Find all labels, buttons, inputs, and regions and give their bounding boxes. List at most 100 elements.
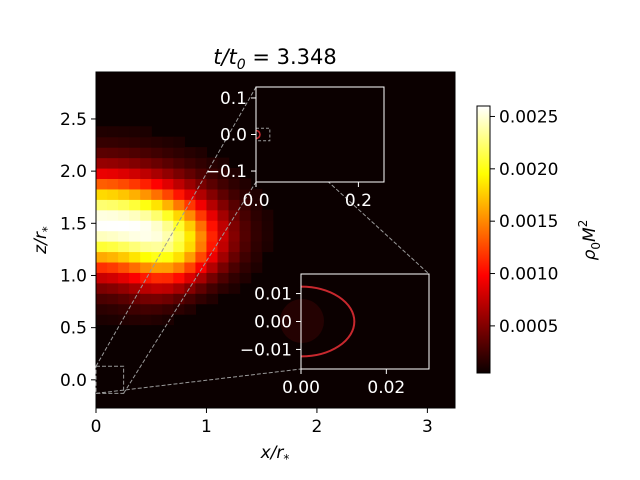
- heatmap-cell: [96, 261, 108, 273]
- heatmap-cell: [96, 314, 108, 326]
- heatmap-cell: [129, 157, 141, 169]
- heatmap-cell: [162, 136, 174, 148]
- inset-1-x-tick-label: 0.0: [242, 191, 269, 211]
- heatmap-cell: [107, 220, 119, 232]
- heatmap-cell: [206, 293, 219, 305]
- heatmap-cell: [107, 209, 119, 221]
- heatmap-cell: [184, 251, 197, 263]
- heatmap-cell: [195, 209, 208, 221]
- heatmap-cell: [217, 168, 230, 180]
- heatmap-cell: [162, 272, 174, 284]
- heatmap-cell: [173, 199, 185, 211]
- heatmap-cell: [96, 230, 108, 242]
- heatmap-cell: [228, 261, 241, 273]
- heatmap-cell: [217, 230, 230, 242]
- heatmap-cell: [184, 147, 197, 159]
- heatmap-cell: [129, 261, 141, 273]
- colorbar-tick-label: 0.0005: [499, 317, 558, 337]
- heatmap-cell: [173, 178, 185, 190]
- heatmap-cell: [118, 188, 130, 200]
- heatmap-cell: [129, 303, 141, 315]
- heatmap-cell: [96, 293, 108, 305]
- heatmap-cell: [206, 199, 219, 211]
- heatmap-cell: [217, 157, 230, 169]
- heatmap-cell: [129, 209, 141, 221]
- y-tick-label: 1.0: [60, 266, 87, 286]
- heatmap-cell: [151, 188, 163, 200]
- inset-1-x-tick-label: 0.2: [345, 191, 372, 211]
- heatmap-cell: [151, 272, 163, 284]
- inset-2-y-tick-label: 0.00: [254, 313, 292, 333]
- heatmap-cell: [173, 282, 185, 294]
- heatmap-cell: [217, 272, 230, 284]
- heatmap-cell: [129, 314, 141, 326]
- inset-1-y-tick-label: 0.0: [220, 126, 247, 146]
- heatmap-cell: [151, 147, 163, 159]
- heatmap-cell: [239, 230, 252, 242]
- heatmap-cell: [206, 241, 219, 253]
- inset-1-background: [256, 87, 384, 182]
- heatmap-cell: [250, 251, 263, 263]
- heatmap-cell: [107, 230, 119, 242]
- heatmap-cell: [261, 241, 274, 253]
- heatmap-cell: [107, 157, 119, 169]
- heatmap-cell: [129, 241, 141, 253]
- x-axis-label: x/r*: [260, 443, 290, 466]
- heatmap-cell: [195, 282, 208, 294]
- heatmap-cell: [206, 261, 219, 273]
- heatmap-cell: [195, 147, 208, 159]
- heatmap-cell: [96, 251, 108, 263]
- heatmap-cell: [173, 168, 185, 180]
- heatmap-cell: [184, 168, 197, 180]
- heatmap-cell: [173, 241, 185, 253]
- heatmap-cell: [96, 241, 108, 253]
- heatmap-cell: [184, 188, 197, 200]
- heatmap-cell: [151, 220, 163, 232]
- inset-2-core-glow: [280, 299, 324, 343]
- heatmap-cell: [140, 293, 152, 305]
- heatmap-cell: [239, 209, 252, 221]
- heatmap-cell: [173, 147, 185, 159]
- heatmap-cell: [140, 241, 152, 253]
- heatmap-cell: [228, 230, 241, 242]
- heatmap-cell: [129, 199, 141, 211]
- heatmap-cell: [250, 230, 263, 242]
- heatmap-cell: [195, 261, 208, 273]
- heatmap-cell: [239, 261, 252, 273]
- heatmap-cell: [151, 303, 163, 315]
- heatmap-cell: [129, 282, 141, 294]
- heatmap-cell: [118, 293, 130, 305]
- heatmap-cell: [140, 314, 152, 326]
- colorbar-ticks: 0.0005 0.0010 0.0015 0.0020 0.0025: [490, 107, 558, 337]
- heatmap-cell: [107, 147, 119, 159]
- heatmap-cell: [162, 168, 174, 180]
- heatmap-cell: [217, 220, 230, 232]
- heatmap-cell: [151, 314, 163, 326]
- heatmap-cell: [107, 251, 119, 263]
- heatmap-cell: [140, 230, 152, 242]
- heatmap-cell: [107, 199, 119, 211]
- heatmap-cell: [206, 178, 219, 190]
- zoom-connector-line: [95, 368, 302, 394]
- heatmap-cell: [96, 147, 108, 159]
- plot-frame: [95, 71, 456, 409]
- colorbar-frame: [476, 105, 491, 374]
- inset-2-x-axis: 0.00 0.02: [282, 369, 405, 398]
- inset-1-y-axis: −0.1 0.0 0.1: [206, 89, 256, 182]
- heatmap-cell: [195, 199, 208, 211]
- heatmap-cell: [184, 282, 197, 294]
- heatmap-cell: [129, 230, 141, 242]
- heatmap-cell: [195, 293, 208, 305]
- zoom-connector-line: [123, 181, 257, 394]
- x-tick-label: 0: [91, 417, 102, 437]
- y-tick-label: 0.0: [60, 371, 87, 391]
- heatmap-cell: [206, 251, 219, 263]
- heatmap-cell: [151, 261, 163, 273]
- heatmap-cell: [118, 178, 130, 190]
- heatmap-cell: [250, 220, 263, 232]
- heatmap-cell: [118, 303, 130, 315]
- inset-2-y-tick-label: −0.01: [240, 340, 292, 360]
- heatmap-cell: [228, 168, 241, 180]
- heatmap-cell: [217, 199, 230, 211]
- heatmap-cell: [129, 126, 141, 138]
